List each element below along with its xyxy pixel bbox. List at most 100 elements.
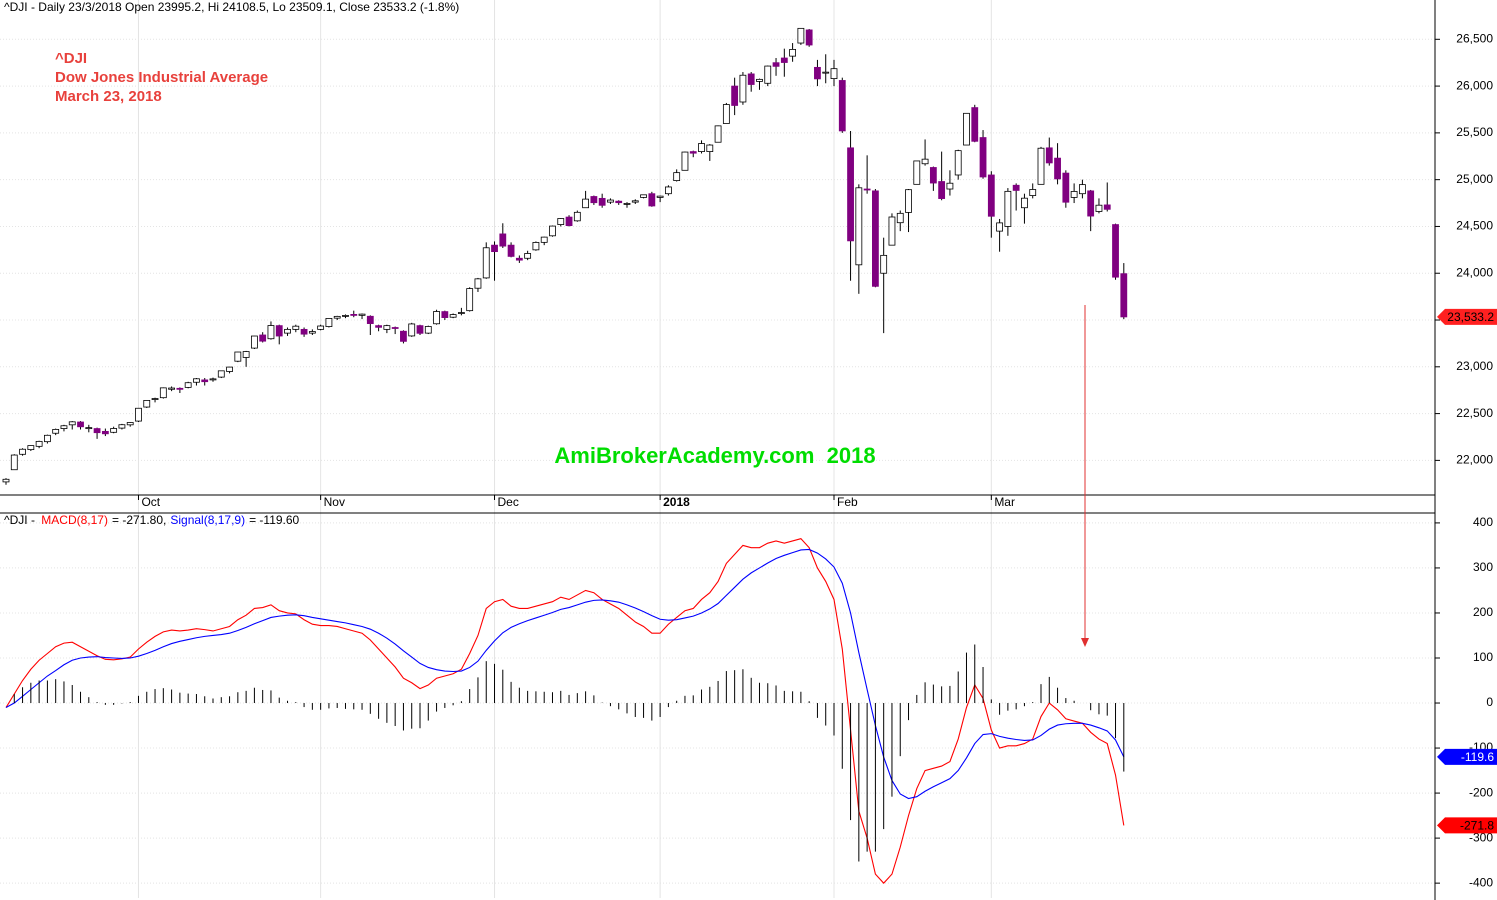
candle-body xyxy=(491,244,498,253)
y-tick-label: 100 xyxy=(1473,650,1493,664)
candle-body xyxy=(466,288,474,312)
x-tick-label: 2018 xyxy=(663,495,690,509)
candle-body xyxy=(126,422,134,426)
candle-body xyxy=(631,200,639,203)
candle-body xyxy=(681,151,689,171)
candle-body xyxy=(1004,190,1012,227)
candle-body xyxy=(797,27,805,44)
candle-body xyxy=(573,211,581,222)
candle-body xyxy=(863,188,871,191)
annotation: March 23, 2018 xyxy=(55,88,162,105)
candle-body xyxy=(1062,172,1070,203)
series-line xyxy=(5,548,1125,800)
candle-body xyxy=(722,104,730,124)
candle-body xyxy=(1054,157,1061,180)
candle-body xyxy=(10,454,18,471)
candle-body xyxy=(996,222,1003,232)
candle-body xyxy=(44,434,51,443)
candle-body xyxy=(739,74,747,103)
candle-body xyxy=(640,194,647,198)
x-tick-label: Oct xyxy=(141,495,160,509)
candle-body xyxy=(1120,273,1128,318)
y-tick-label: 26,000 xyxy=(1456,78,1493,92)
y-tick-label: 400 xyxy=(1473,515,1493,529)
candle-body xyxy=(184,382,192,388)
candle-body xyxy=(375,325,383,328)
candle-body xyxy=(1029,189,1037,196)
candle-body xyxy=(135,407,142,422)
last-value-tag xyxy=(1437,748,1497,765)
candle-body xyxy=(342,315,349,317)
candle-body xyxy=(333,315,341,319)
candle-body xyxy=(151,398,159,400)
candle-body xyxy=(1070,191,1078,198)
candle-body xyxy=(905,189,912,213)
candle-body xyxy=(159,387,167,399)
candle-body xyxy=(565,216,573,227)
series-line xyxy=(5,538,1125,884)
candle-body xyxy=(963,112,970,146)
legend-entry: MACD(8,17) xyxy=(41,513,108,527)
candle-body xyxy=(921,158,929,165)
candle-body xyxy=(524,253,532,259)
candle-body xyxy=(623,203,631,205)
candle-body xyxy=(424,326,432,334)
candle-body xyxy=(855,187,863,266)
candle-body xyxy=(764,65,772,84)
candle-body xyxy=(549,225,556,237)
candle-body xyxy=(292,325,300,330)
candle-body xyxy=(143,399,151,408)
candle-body xyxy=(85,427,93,430)
candle-body xyxy=(193,378,200,383)
candle-body xyxy=(1095,204,1103,212)
candle-body xyxy=(648,193,656,207)
y-tick-label: 24,500 xyxy=(1456,219,1493,233)
candle-body xyxy=(913,160,921,185)
candle-body xyxy=(110,428,118,433)
y-tick-label: 0 xyxy=(1486,695,1493,709)
candle-body xyxy=(234,351,242,362)
candle-body xyxy=(408,323,416,337)
candle-body xyxy=(1012,184,1020,191)
candle-body xyxy=(615,200,623,204)
last-value-label: -119.6 xyxy=(1461,750,1494,764)
candle-body xyxy=(756,78,763,82)
x-tick-label: Mar xyxy=(994,495,1015,509)
last-value-label: -271.8 xyxy=(1460,819,1494,833)
candle-body xyxy=(938,181,946,199)
candle-body xyxy=(93,428,101,434)
candle-body xyxy=(433,311,440,325)
candle-body xyxy=(515,257,523,261)
candle-body xyxy=(77,421,84,428)
candle-body xyxy=(449,314,457,318)
candle-body xyxy=(607,199,614,203)
candle-body xyxy=(665,186,672,195)
y-tick-label: 200 xyxy=(1473,605,1493,619)
candle-body xyxy=(772,62,780,67)
annotation: Dow Jones Industrial Average xyxy=(55,69,268,86)
candle-body xyxy=(259,334,267,342)
candle-body xyxy=(880,254,888,274)
candle-body xyxy=(457,312,465,314)
candle-body xyxy=(60,425,68,429)
legend-entry: Signal(8,17,9) xyxy=(170,513,245,527)
y-tick-label: 24,000 xyxy=(1456,265,1493,279)
candle-body xyxy=(482,247,490,279)
y-tick-label: 25,500 xyxy=(1456,125,1493,139)
candle-body xyxy=(789,49,796,57)
candle-body xyxy=(673,172,681,181)
x-tick-label: Dec xyxy=(498,495,519,509)
candle-body xyxy=(532,242,540,251)
candle-body xyxy=(946,182,954,190)
candle-body xyxy=(954,150,962,176)
candle-body xyxy=(1103,204,1111,210)
candle-body xyxy=(226,366,233,372)
candle-body xyxy=(400,330,407,342)
candle-body xyxy=(217,370,225,378)
candle-body xyxy=(929,167,937,184)
x-tick-label: Nov xyxy=(324,495,345,509)
x-tick-label: Feb xyxy=(837,495,858,509)
